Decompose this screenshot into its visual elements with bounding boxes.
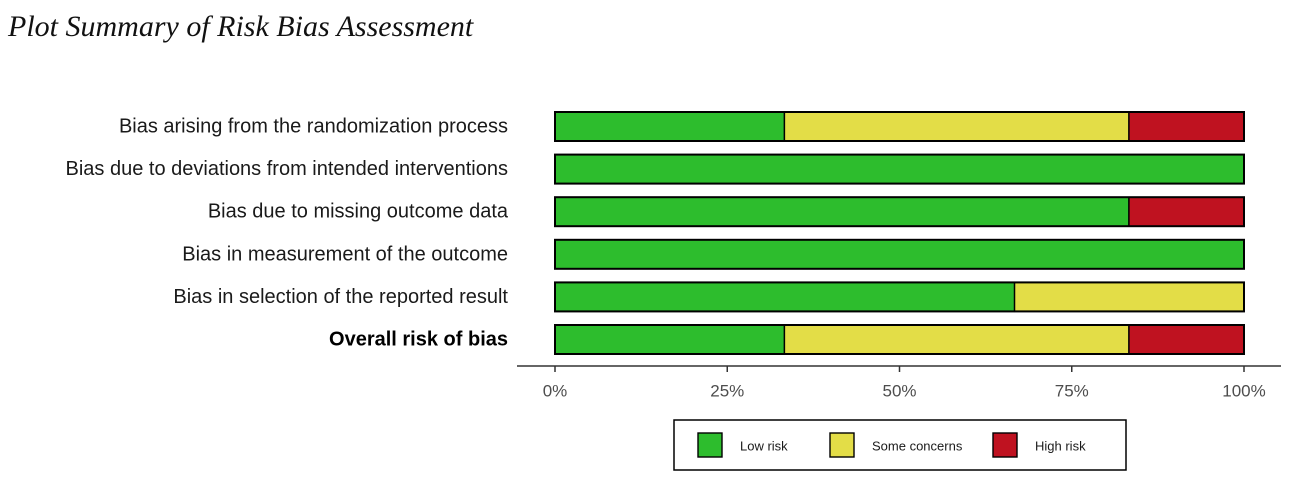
bar-frame-3 — [554, 238, 1245, 270]
legend-label-low: Low risk — [740, 439, 788, 454]
x-tick-label-3: 75% — [1055, 382, 1089, 401]
legend: Low risk Some concerns High risk — [673, 419, 1127, 471]
bar-segment-low-3 — [554, 239, 1245, 270]
category-label-bias-in-measurement-of-the-outcome: Bias in measurement of the outcome — [182, 243, 508, 265]
bar-segment-low-5 — [554, 324, 786, 355]
bar-frame-0 — [554, 111, 1245, 142]
x-axis: 0% 25% 50% 75% 100% — [517, 365, 1281, 401]
legend-label-some: Some concerns — [872, 439, 963, 454]
bars — [554, 111, 1245, 355]
category-label-bias-due-to-missing-outcome-data: Bias due to missing outcome data — [208, 201, 509, 223]
x-tick-label-1: 25% — [710, 382, 744, 401]
x-tick-label-2: 50% — [882, 382, 916, 401]
bar-segment-high-5 — [1128, 324, 1245, 355]
page-title: Plot Summary of Risk Bias Assessment — [8, 10, 474, 43]
legend-key-some — [829, 432, 855, 458]
bar-segment-low-4 — [554, 281, 1016, 313]
legend-box — [673, 419, 1127, 471]
bar-segment-some-5 — [783, 324, 1130, 355]
legend-key-high — [992, 432, 1018, 458]
x-tick-label-0: 0% — [543, 382, 568, 401]
x-tick-label-4: 100% — [1222, 382, 1265, 401]
bar-segment-low-0 — [554, 111, 786, 142]
legend-key-low — [697, 432, 723, 458]
bar-segment-high-0 — [1128, 111, 1245, 142]
bar-frame-4 — [554, 281, 1245, 313]
bar-segment-high-2 — [1128, 196, 1245, 227]
category-labels: Bias arising from the randomization proc… — [66, 116, 509, 351]
category-label-overall-risk-of-bias: Overall risk of bias — [329, 329, 508, 351]
category-label-bias-due-to-deviations-from-intended-interventions: Bias due to deviations from intended int… — [66, 158, 509, 180]
legend-label-high: High risk — [1035, 439, 1086, 454]
bar-frame-1 — [554, 153, 1245, 185]
bar-frame-5 — [554, 324, 1245, 355]
category-label-bias-arising-from-the-randomization-process: Bias arising from the randomization proc… — [119, 116, 508, 138]
bar-segment-some-0 — [783, 111, 1130, 142]
bar-frame-2 — [554, 196, 1245, 228]
bar-segment-some-4 — [1013, 281, 1245, 313]
bar-segment-low-2 — [554, 196, 1130, 227]
bar-segment-low-1 — [554, 153, 1245, 185]
category-label-bias-in-selection-of-the-reported-result: Bias in selection of the reported result — [173, 286, 508, 308]
